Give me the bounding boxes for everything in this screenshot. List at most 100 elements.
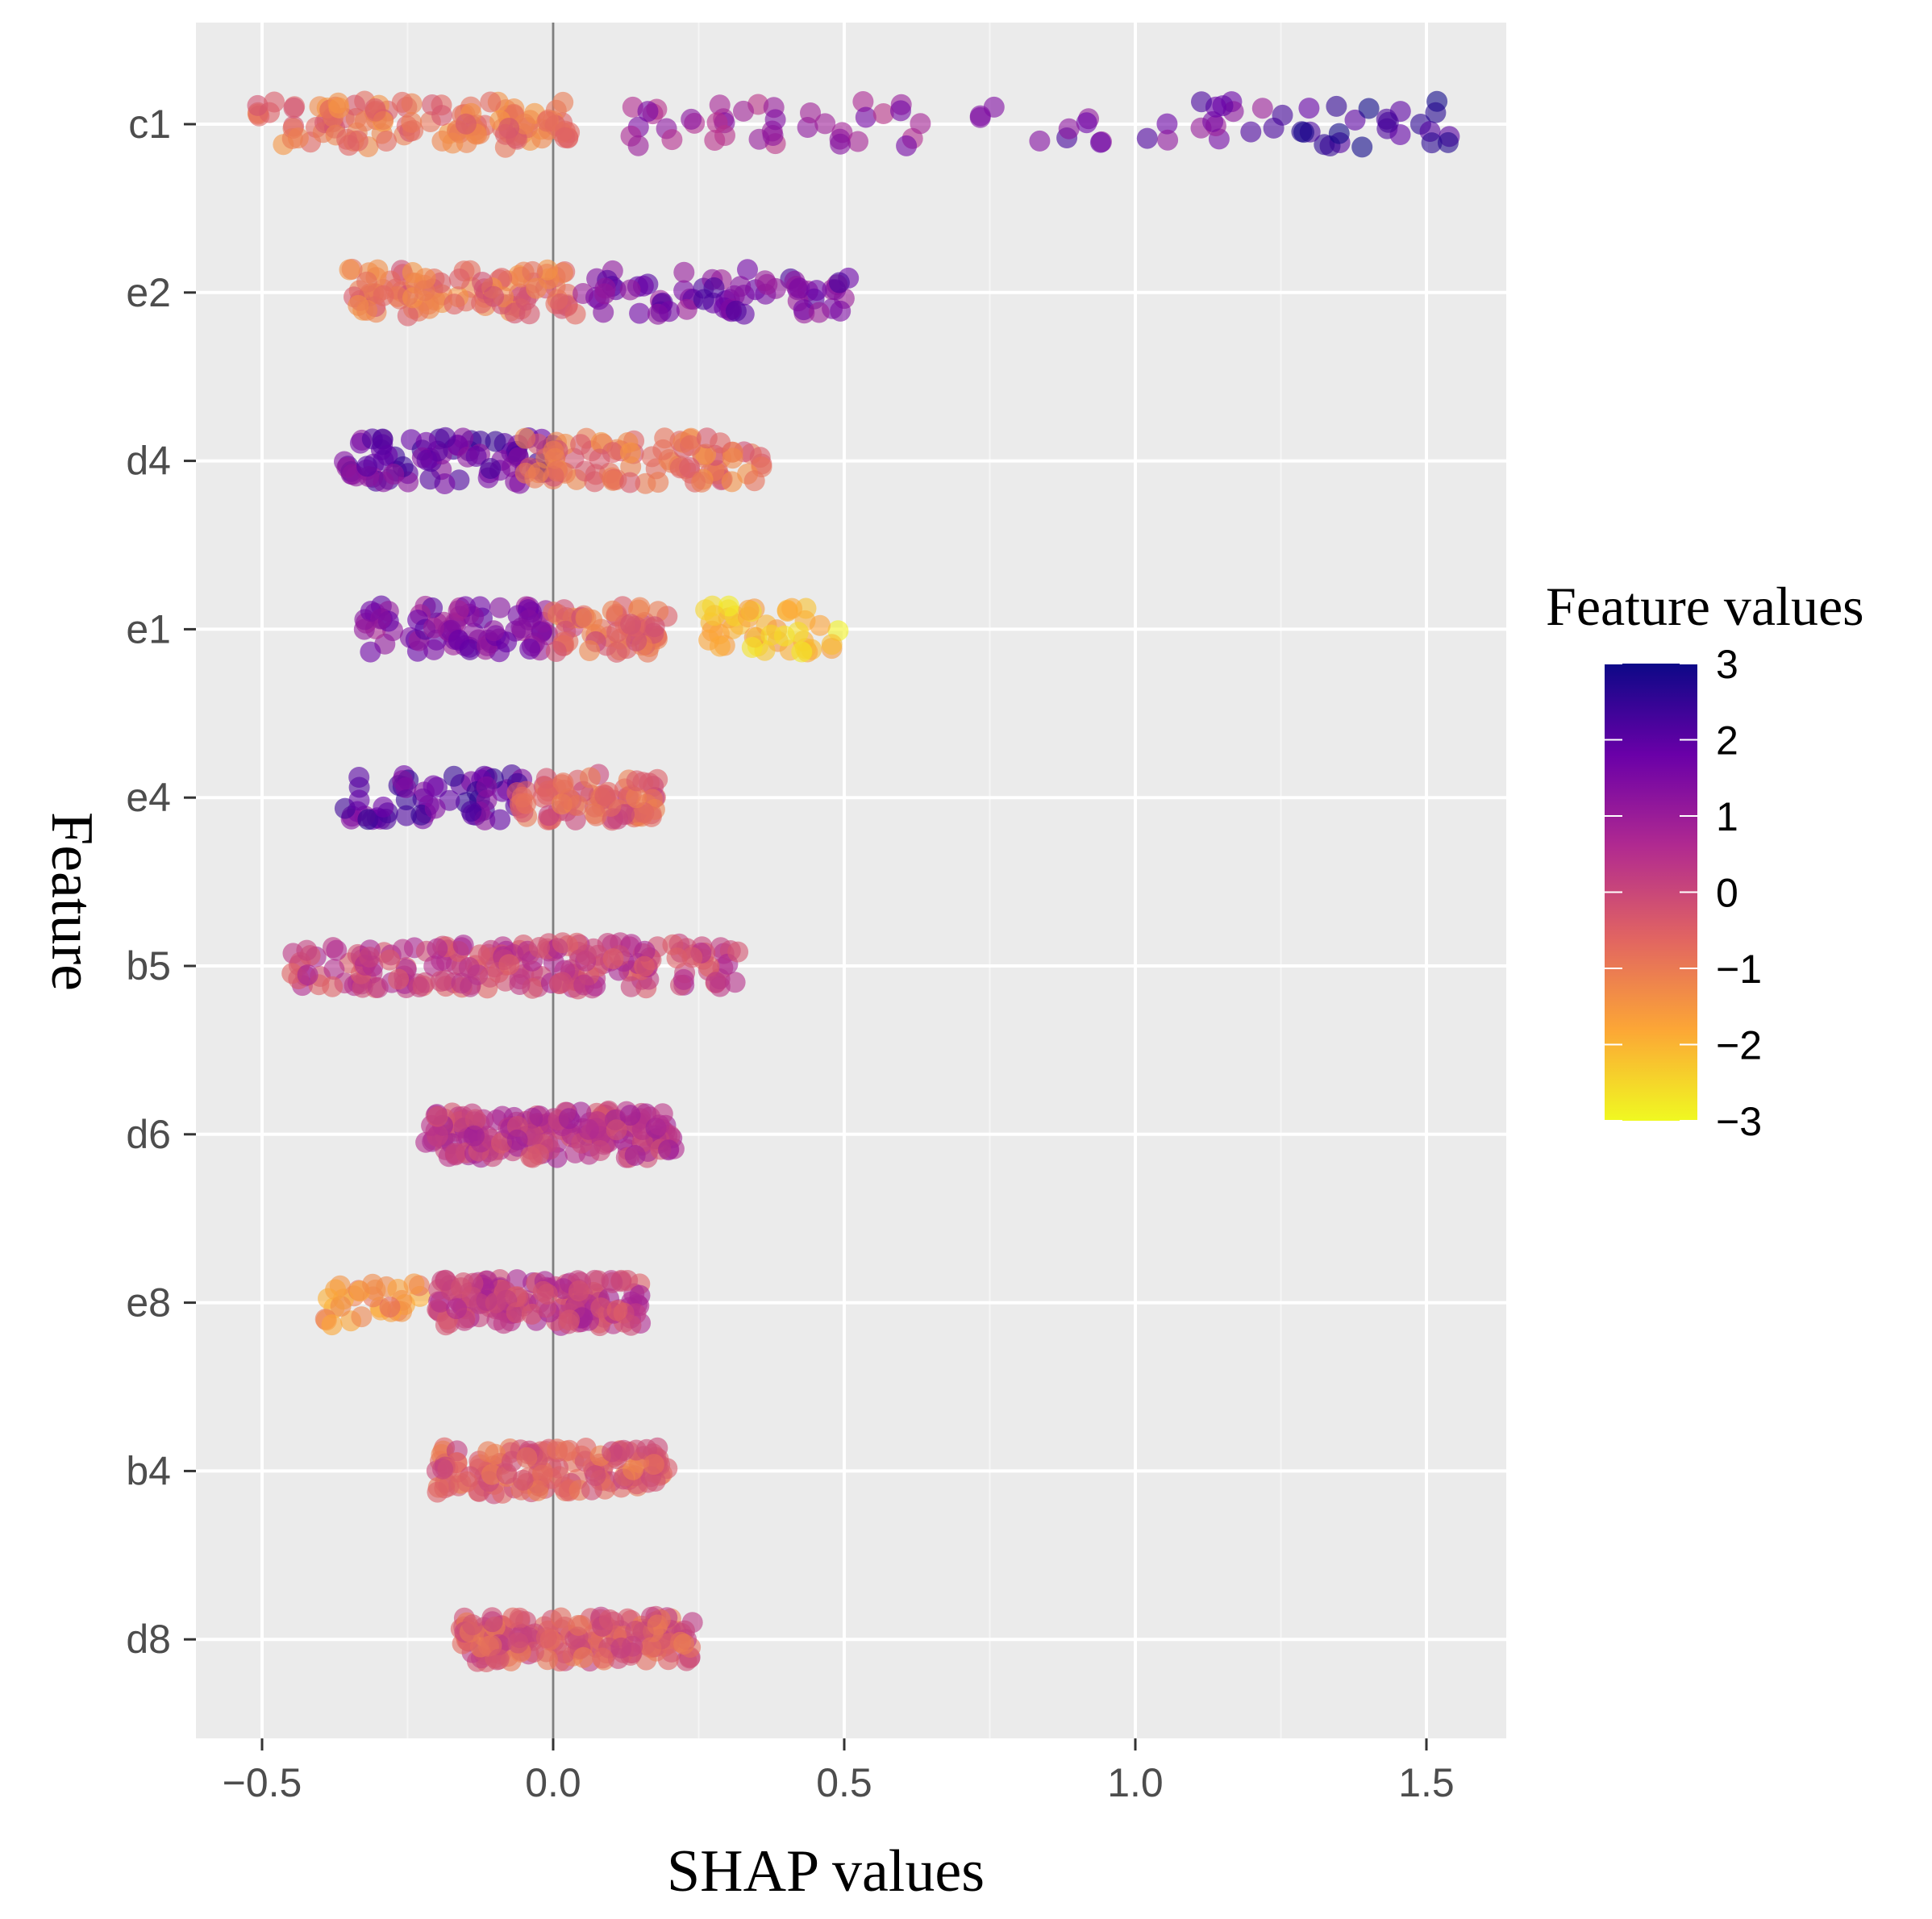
data-point [626,770,647,792]
data-point [634,940,656,962]
data-point [1344,109,1366,131]
data-point [504,302,526,324]
data-point [326,939,348,961]
y-tick-label: c1 [128,102,171,147]
data-point [629,1284,651,1306]
data-point [356,456,378,477]
data-point [550,293,572,314]
x-tick-label: 1.0 [1107,1760,1164,1805]
data-point [531,1464,553,1486]
data-point [464,1109,486,1130]
data-point [680,435,702,456]
data-point [721,471,743,493]
data-point [359,947,381,968]
data-point [494,123,516,145]
data-point [640,805,662,827]
data-point [353,618,375,640]
data-point [760,624,782,646]
data-point [910,113,931,135]
data-point [547,460,568,482]
data-point [705,972,727,993]
data-point [808,302,830,323]
data-point [498,954,520,976]
data-point [1293,122,1314,144]
data-point [698,629,720,651]
data-point [1298,98,1320,119]
data-point [727,941,749,963]
y-tick-label: e4 [126,775,171,820]
data-point [408,976,430,997]
data-point [791,641,813,663]
y-tick-label: d6 [126,1112,171,1157]
data-point [852,91,874,112]
data-point [1089,131,1111,153]
data-point [1136,127,1158,149]
data-point [448,630,469,651]
data-point [890,100,911,122]
y-tick-label: b4 [126,1448,171,1493]
data-point [643,1454,664,1476]
data-point [339,259,360,281]
data-point [737,259,758,281]
data-point [666,947,688,969]
data-point [579,640,601,661]
data-point [443,765,464,787]
data-point [509,1607,531,1629]
data-point [559,1309,581,1331]
data-point [456,1471,478,1492]
data-point [1251,98,1273,119]
data-point [634,955,656,977]
data-point [1425,102,1447,123]
data-point [714,125,735,146]
y-tick-label: e1 [126,606,171,651]
data-point [558,788,580,810]
data-point [1326,95,1347,117]
data-point [570,434,592,456]
data-point [789,277,810,299]
data-point [681,947,703,968]
x-tick-label: 1.5 [1398,1760,1455,1805]
data-point [383,464,405,485]
data-point [554,127,576,148]
data-point [658,1633,680,1655]
y-axis-ticks: c1 e2 d4 e1 e4 b5 d6 e8 b4 d8 [126,102,196,1662]
data-point [480,91,502,113]
data-point [681,108,702,130]
y-tick-label: b5 [126,943,171,989]
data-point [328,97,350,119]
data-point [348,767,370,788]
data-point [264,91,285,113]
data-point [423,617,444,639]
data-point [762,125,784,146]
data-point [602,948,624,969]
data-point [573,974,595,996]
data-point [657,1649,679,1671]
data-point [613,1439,635,1461]
data-point [403,1273,425,1295]
data-point [373,796,394,818]
data-point [364,100,386,122]
data-point [419,468,441,490]
data-point [594,785,616,806]
data-point [379,949,401,971]
data-point [800,102,821,123]
x-tick-label: −0.5 [223,1760,302,1805]
data-point [443,293,465,315]
data-point [644,1471,666,1492]
data-point [592,1647,614,1669]
data-point [516,1447,538,1468]
data-point [422,94,443,115]
data-point [455,113,477,135]
data-point [606,641,627,663]
data-point [414,280,435,302]
data-point [658,301,680,323]
data-point [637,101,659,123]
data-point [348,789,370,811]
data-point [397,305,418,327]
data-point [481,1611,503,1633]
data-point [691,471,713,493]
data-point [847,131,868,152]
data-point [424,797,446,819]
data-point [810,614,831,636]
